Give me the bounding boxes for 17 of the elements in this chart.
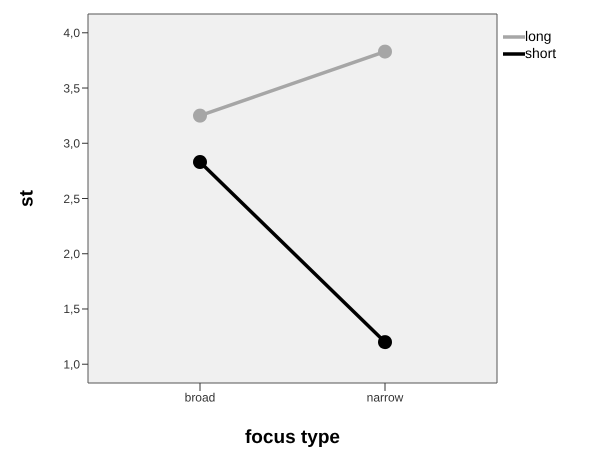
point <box>378 44 392 59</box>
x-tick-label: broad <box>184 390 216 405</box>
point <box>193 155 207 170</box>
y-tick-label: 2,5 <box>63 192 80 206</box>
y-tick-label: 1,0 <box>63 357 80 372</box>
y-tick-label: 3,5 <box>63 81 80 96</box>
y-axis-title: st <box>16 189 38 207</box>
legend-label: long <box>525 28 552 45</box>
legend-label: short <box>525 45 556 62</box>
point <box>378 335 392 350</box>
x-tick-label: narrow <box>366 390 404 405</box>
y-tick-label: 3,0 <box>63 136 80 151</box>
y-tick-label: 1,5 <box>63 302 80 316</box>
point <box>193 108 207 123</box>
y-tick-label: 2,0 <box>63 247 80 261</box>
x-axis-title: focus type <box>244 427 340 448</box>
y-tick-label: 4,0 <box>63 26 80 40</box>
